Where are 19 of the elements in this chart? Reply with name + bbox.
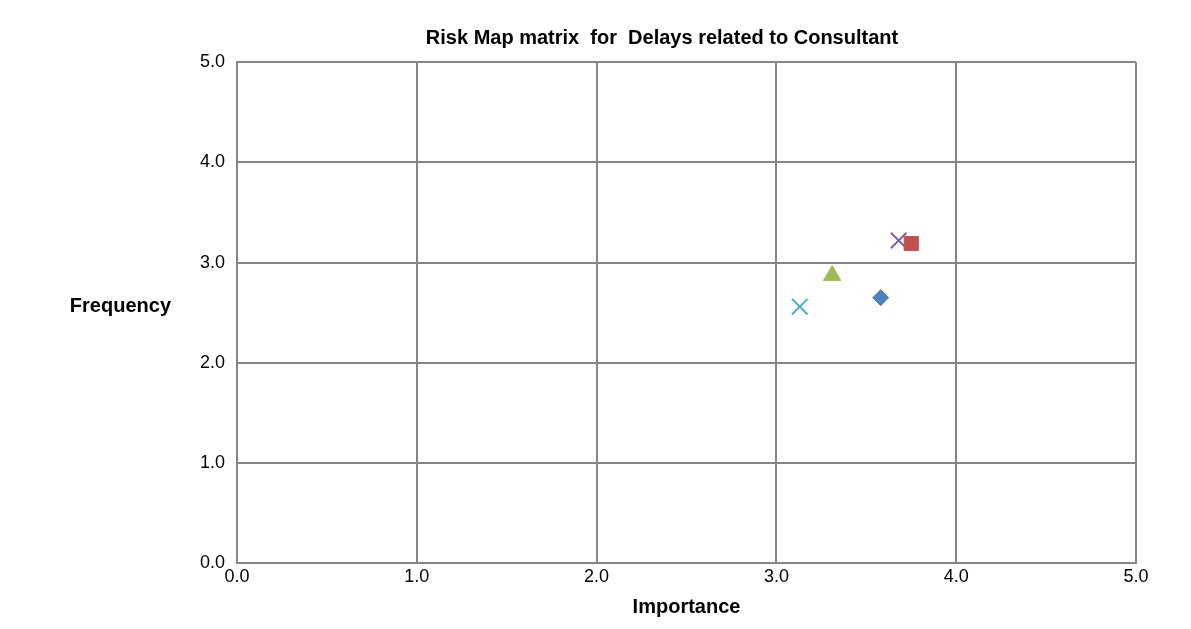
y-tick-label: 0.0 xyxy=(199,552,226,573)
point xyxy=(903,235,919,252)
y-tick-label: 5.0 xyxy=(199,50,226,71)
x-tick-label: 5.0 xyxy=(1123,566,1149,587)
y-tick-label: 2.0 xyxy=(199,351,226,372)
x-tick-label: 0.0 xyxy=(224,566,250,587)
y-tick-label: 3.0 xyxy=(199,251,226,272)
y-tick-label: 4.0 xyxy=(199,151,226,172)
x-tick-label: 1.0 xyxy=(404,566,430,587)
x-tick-label: 3.0 xyxy=(763,566,789,587)
point xyxy=(872,289,890,307)
chart-title: Risk Map matrix for Delays related to Consultant xyxy=(425,25,899,48)
point xyxy=(791,297,809,316)
y-axis-title: Frequency xyxy=(69,294,172,317)
x-axis-title: Importance xyxy=(632,594,741,617)
point xyxy=(889,231,908,250)
x-tick-label: 2.0 xyxy=(584,566,610,587)
y-tick-label: 1.0 xyxy=(199,452,226,473)
x-tick-label: 4.0 xyxy=(943,566,969,587)
